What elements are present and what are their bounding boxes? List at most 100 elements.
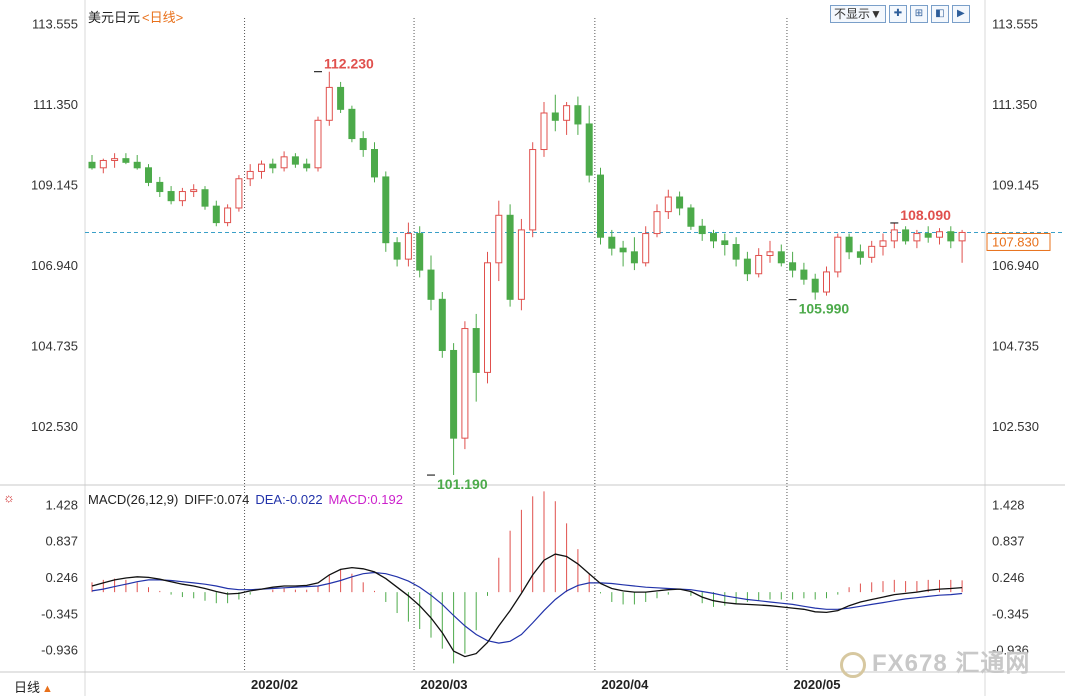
candle-body: [427, 269, 435, 300]
extreme-label: 112.230: [324, 56, 374, 72]
display-dropdown[interactable]: 不显示▼: [830, 5, 886, 23]
candle-body: [359, 138, 367, 151]
candle-body: [868, 245, 876, 258]
candle-body: [325, 86, 333, 121]
period-label: 日线: [14, 680, 41, 695]
zoom-in-icon[interactable]: ⊞: [909, 5, 928, 23]
candle-body: [224, 207, 232, 224]
candle-body: [732, 244, 740, 260]
instrument-label: 美元日元: [88, 10, 141, 25]
price-y-tick-left: 113.555: [32, 16, 78, 31]
candle-body: [178, 191, 186, 202]
candle-body: [133, 161, 141, 169]
macd-y-tick-left: 0.837: [45, 534, 78, 549]
candle-body: [687, 207, 695, 227]
candle-body: [642, 233, 650, 264]
macd-y-tick-left: -0.936: [41, 643, 78, 658]
candle-body: [404, 233, 412, 260]
price-y-tick-right: 104.735: [992, 339, 1039, 354]
x-tick-label: 2020/02: [251, 677, 298, 692]
candle-body: [291, 156, 299, 165]
period-tab[interactable]: 日线 ▲: [14, 677, 53, 696]
watermark-emblem-icon: [840, 651, 866, 678]
timeframe-link[interactable]: <日线>: [142, 10, 184, 25]
candle-body: [393, 242, 401, 260]
candle-body: [755, 254, 763, 275]
candle-body: [450, 349, 458, 439]
candle-body: [201, 189, 209, 207]
candle-body: [269, 163, 277, 169]
candle-body: [246, 170, 254, 180]
candle-body: [461, 328, 469, 439]
x-tick-label: 2020/05: [793, 677, 840, 692]
candle-body: [517, 229, 525, 300]
price-y-tick-left: 106.940: [31, 258, 78, 273]
candle-body: [811, 278, 819, 293]
candle-body: [834, 236, 842, 273]
candle-body: [371, 149, 378, 178]
extreme-label: 101.190: [437, 476, 488, 492]
x-tick-label: 2020/03: [421, 677, 468, 692]
candle-body: [111, 158, 119, 161]
macd-y-tick-left: 1.428: [45, 497, 78, 512]
candle-body: [676, 196, 684, 209]
fit-icon[interactable]: ▶: [951, 5, 970, 23]
candle-body: [540, 112, 548, 151]
zoom-out-icon[interactable]: ◧: [930, 5, 949, 23]
candle-body: [856, 251, 864, 258]
candle-body: [619, 247, 627, 253]
candle-body: [303, 163, 311, 169]
candle-body: [438, 298, 446, 351]
price-y-tick-right: 111.350: [992, 97, 1037, 112]
candle-body: [653, 211, 661, 235]
candle-body: [99, 159, 107, 169]
candle-body: [743, 258, 751, 275]
candle-body: [845, 236, 853, 253]
candle-body: [800, 269, 808, 280]
price-y-tick-left: 111.350: [33, 97, 78, 112]
candle-body: [167, 191, 175, 202]
candle-body: [258, 163, 265, 172]
extreme-label: 108.090: [900, 207, 951, 223]
candle-body: [698, 225, 706, 235]
watermark-text: FX678 汇通网: [872, 650, 1031, 677]
candle-body: [495, 214, 503, 264]
macd-y-tick-right: -0.345: [992, 606, 1029, 621]
candle-body: [563, 105, 571, 121]
macd-y-tick-left: -0.345: [41, 606, 78, 621]
candle-body: [156, 181, 164, 193]
candle-body: [280, 156, 288, 169]
candle-body: [597, 174, 604, 238]
candle-body: [924, 233, 932, 238]
candle-body: [190, 189, 198, 193]
candle-body: [235, 178, 243, 209]
chart-toolbar: 不显示▼ ✚ ⊞ ◧ ▶: [830, 5, 970, 23]
candle-body: [947, 231, 955, 242]
candle-body: [472, 328, 480, 373]
price-y-tick-right: 102.530: [992, 419, 1039, 434]
candle-body: [608, 236, 616, 249]
candle-body: [122, 158, 130, 163]
crosshair-icon[interactable]: ✚: [888, 5, 907, 23]
candle-body: [823, 271, 830, 293]
price-y-tick-left: 102.530: [31, 419, 78, 434]
candle-body: [484, 262, 491, 373]
price-y-tick-left: 104.735: [31, 339, 78, 354]
current-price-label: 107.830: [992, 234, 1039, 249]
macd-macd-value: MACD:0.192: [328, 492, 403, 507]
indicator-settings-icon[interactable]: ☼: [3, 490, 15, 505]
candle-body: [88, 161, 96, 169]
candle-body: [574, 105, 582, 125]
price-y-tick-right: 109.145: [992, 177, 1039, 192]
candle-body: [766, 251, 774, 256]
candle-body: [789, 262, 797, 271]
macd-y-tick-right: 0.246: [992, 570, 1025, 585]
candle-body: [879, 240, 887, 247]
candle-body: [506, 214, 514, 300]
candle-body: [585, 123, 593, 176]
price-y-tick-right: 106.940: [992, 258, 1039, 273]
chart-title: 美元日元 <日线>: [88, 7, 183, 26]
candle-body: [212, 205, 220, 224]
